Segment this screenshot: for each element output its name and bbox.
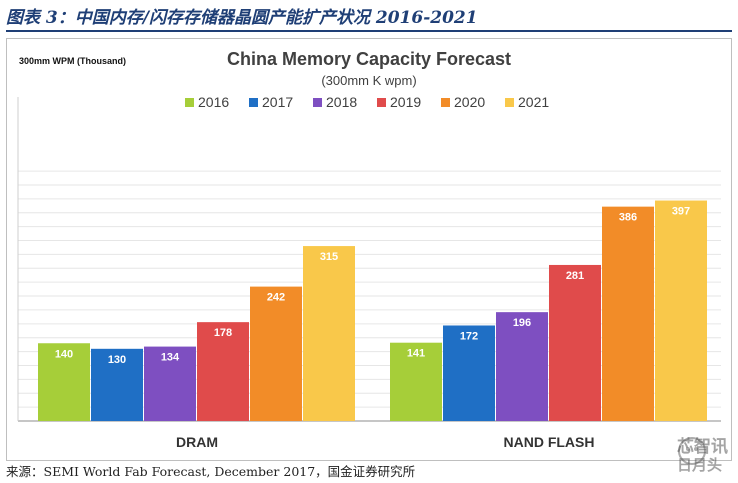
legend-label: 2018 (326, 94, 357, 110)
bar-nand-flash-2020 (602, 206, 654, 421)
legend-item-2020: 2020 (441, 94, 485, 110)
bar-nand-flash-2016 (390, 342, 442, 421)
legend: 2016 2017 2018 2019 2020 2021 (185, 94, 549, 110)
bar-value-label: 315 (320, 251, 338, 263)
bars: 140 130 134 178 242 315 141 172 196 281 386 397 (38, 200, 707, 421)
chart-title: China Memory Capacity Forecast (227, 49, 511, 69)
legend-item-2016: 2016 (185, 94, 229, 110)
bar-nand-flash-2019 (549, 264, 601, 421)
bar-dram-2019 (197, 322, 249, 421)
chart-subtitle: (300mm K wpm) (321, 73, 416, 88)
category-labels: DRAM NAND FLASH (176, 434, 595, 450)
legend-label: 2021 (518, 94, 549, 110)
bar-value-label: 140 (55, 348, 73, 360)
bar-dram-2020 (250, 286, 302, 421)
memory-capacity-chart: 300mm WPM (Thousand) China Memory Capaci… (17, 49, 721, 450)
bar-nand-flash-2018 (496, 312, 548, 421)
legend-swatch (313, 98, 322, 107)
bar-value-label: 141 (407, 348, 425, 360)
legend-label: 2020 (454, 94, 485, 110)
bar-dram-2021 (303, 246, 355, 421)
legend-label: 2019 (390, 94, 421, 110)
bar-nand-flash-2017 (443, 325, 495, 421)
bar-value-label: 134 (161, 352, 180, 364)
watermark: 芯智讯 日月头 (677, 436, 728, 476)
bar-dram-2016 (38, 343, 90, 421)
figure-caption: 图表 3：中国内存/闪存存储器晶圆产能扩产状况 2016-2021 (6, 4, 732, 32)
bar-value-label: 178 (214, 327, 232, 339)
chart-frame: 300mm WPM (Thousand) China Memory Capaci… (6, 38, 732, 461)
legend-label: 2016 (198, 94, 229, 110)
watermark-top-text: 芯智讯 (677, 437, 728, 457)
y-axis-label: 300mm WPM (Thousand) (19, 56, 126, 66)
bar-value-label: 196 (513, 317, 531, 329)
legend-swatch (185, 98, 194, 107)
legend-swatch (505, 98, 514, 107)
bar-nand-flash-2021 (655, 200, 707, 421)
legend-label: 2017 (262, 94, 293, 110)
legend-item-2019: 2019 (377, 94, 421, 110)
bar-value-label: 242 (267, 292, 285, 304)
bar-dram-2018 (144, 346, 196, 421)
bar-value-label: 281 (566, 270, 584, 282)
legend-swatch (249, 98, 258, 107)
bar-value-label: 172 (460, 330, 478, 342)
source-note: 来源：SEMI World Fab Forecast, December 201… (6, 464, 416, 479)
category-label-dram: DRAM (176, 434, 218, 450)
bar-value-label: 130 (108, 354, 126, 366)
wechat-logo-icon (678, 437, 706, 465)
legend-item-2018: 2018 (313, 94, 357, 110)
legend-swatch (377, 98, 386, 107)
legend-swatch (441, 98, 450, 107)
bar-value-label: 397 (672, 206, 690, 218)
legend-item-2021: 2021 (505, 94, 549, 110)
bar-dram-2017 (91, 348, 143, 421)
bar-value-label: 386 (619, 212, 637, 224)
category-label-nand-flash: NAND FLASH (504, 434, 595, 450)
watermark-bottom-text: 日月头 (677, 456, 723, 474)
legend-item-2017: 2017 (249, 94, 293, 110)
